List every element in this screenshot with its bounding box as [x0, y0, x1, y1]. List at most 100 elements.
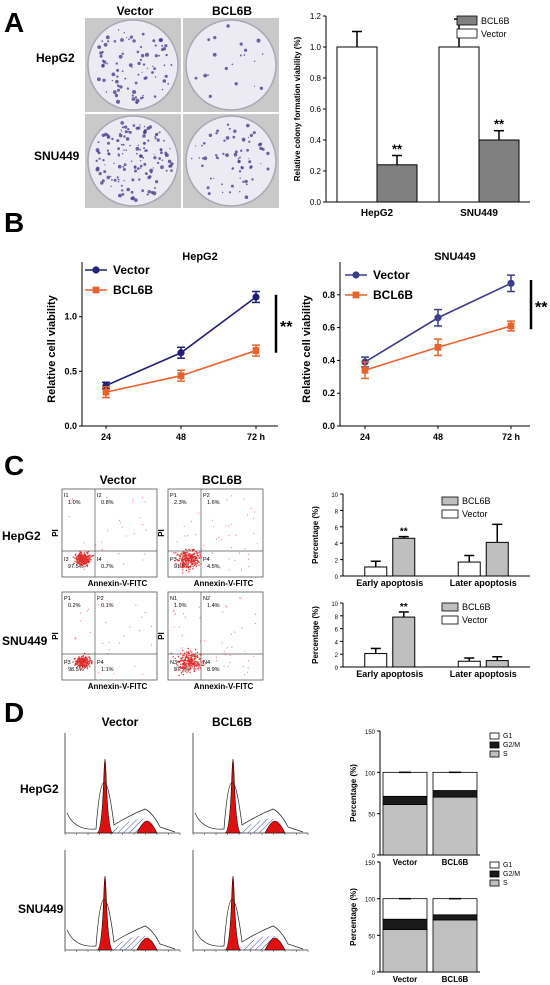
y-axis-label: Percentage (%): [349, 764, 358, 822]
quadrant-percentage: 1.4%: [207, 603, 220, 609]
bar-bcl6b: [485, 541, 509, 577]
event-dot: [247, 660, 249, 662]
bar-vector: [336, 46, 378, 203]
colony: [131, 178, 135, 182]
colony: [203, 142, 206, 145]
event-dot: [85, 656, 87, 658]
event-dot: [198, 512, 200, 514]
colony: [240, 149, 243, 152]
colony: [118, 54, 123, 59]
colony: [246, 123, 250, 128]
event-dot: [177, 560, 179, 562]
event-dot: [184, 554, 186, 556]
event-dot: [182, 649, 184, 652]
quadrant-name: I4: [97, 557, 102, 563]
event-dot: [194, 649, 197, 651]
event-dot: [181, 557, 184, 559]
event-dot: [187, 651, 190, 653]
event-dot: [97, 604, 100, 606]
event-dot: [79, 562, 81, 564]
x-tick-label: 72 h: [247, 432, 265, 442]
event-dot: [198, 557, 200, 559]
hatched-s-phase: [109, 818, 147, 833]
colony: [233, 152, 238, 157]
event-dot: [228, 525, 230, 527]
event-dot: [189, 554, 192, 556]
event-dot: [199, 617, 201, 619]
colony: [207, 192, 211, 196]
event-dot: [203, 544, 205, 547]
event-dot: [238, 552, 240, 554]
colony: [136, 50, 140, 54]
event-dot: [84, 553, 86, 556]
y-tick-label: 0.8: [322, 290, 335, 300]
colony: [233, 129, 237, 133]
colony: [248, 158, 250, 160]
quadrant-percentage: 4.5%: [207, 564, 220, 570]
colony: [146, 193, 149, 196]
colony: [101, 64, 105, 68]
colony: [154, 137, 157, 140]
legend-label: S: [503, 751, 508, 758]
event-dot: [190, 655, 192, 657]
flow-x-axis-label: Annexin-V-FITC: [194, 682, 254, 691]
legend-marker: [92, 286, 100, 294]
colony: [165, 153, 169, 158]
colony: [239, 156, 241, 159]
histogram-outline: [194, 899, 304, 950]
colony: [225, 136, 230, 140]
colony: [248, 160, 252, 164]
colony: [119, 85, 123, 89]
event-dot: [83, 667, 86, 669]
colony: [119, 132, 121, 135]
event-dot: [181, 635, 183, 637]
colony-dish-grid: Vector BCL6B HepG2 SNU449: [34, 4, 279, 208]
event-dot: [192, 654, 194, 656]
event-dot: [183, 613, 185, 615]
quadrant-name: P4: [203, 557, 210, 563]
colony: [105, 35, 110, 40]
event-dot: [180, 657, 182, 659]
colony: [222, 191, 224, 194]
event-dot: [74, 658, 76, 660]
bar-s: [382, 804, 428, 856]
event-dot: [173, 552, 175, 554]
colony: [140, 54, 145, 58]
event-dot: [173, 626, 175, 628]
colony: [170, 64, 173, 66]
event-dot: [86, 664, 88, 666]
colony: [234, 150, 238, 154]
event-dot: [79, 554, 81, 557]
legend-swatch: [456, 15, 478, 26]
colony: [206, 186, 210, 190]
colony: [147, 139, 150, 142]
row-label-hepg2: HepG2: [36, 51, 75, 65]
colony: [117, 84, 120, 88]
event-dot: [106, 497, 108, 499]
colony: [131, 94, 134, 97]
event-dot: [183, 565, 185, 567]
colony: [240, 166, 243, 169]
legend-label: Vector: [481, 29, 507, 39]
event-dot: [186, 651, 188, 653]
event-dot: [85, 662, 87, 665]
colony: [243, 140, 245, 142]
category-label: Later apoptosis: [450, 669, 517, 679]
event-dot: [195, 552, 198, 554]
significance-marker: **: [392, 142, 403, 157]
colony: [142, 94, 144, 97]
bar-vector: [364, 653, 388, 668]
colony: [209, 177, 212, 180]
bar-bcl6b: [392, 537, 416, 577]
quadrant-percentage: 1.0%: [68, 500, 81, 506]
event-dot: [188, 571, 190, 573]
event-dot: [73, 562, 75, 565]
significance-marker: **: [400, 602, 408, 613]
event-dot: [141, 616, 143, 619]
event-dot: [179, 667, 182, 669]
event-dot: [75, 663, 77, 665]
event-dot: [186, 647, 189, 649]
event-dot: [81, 657, 83, 659]
colony: [148, 175, 152, 179]
colony: [123, 126, 125, 128]
